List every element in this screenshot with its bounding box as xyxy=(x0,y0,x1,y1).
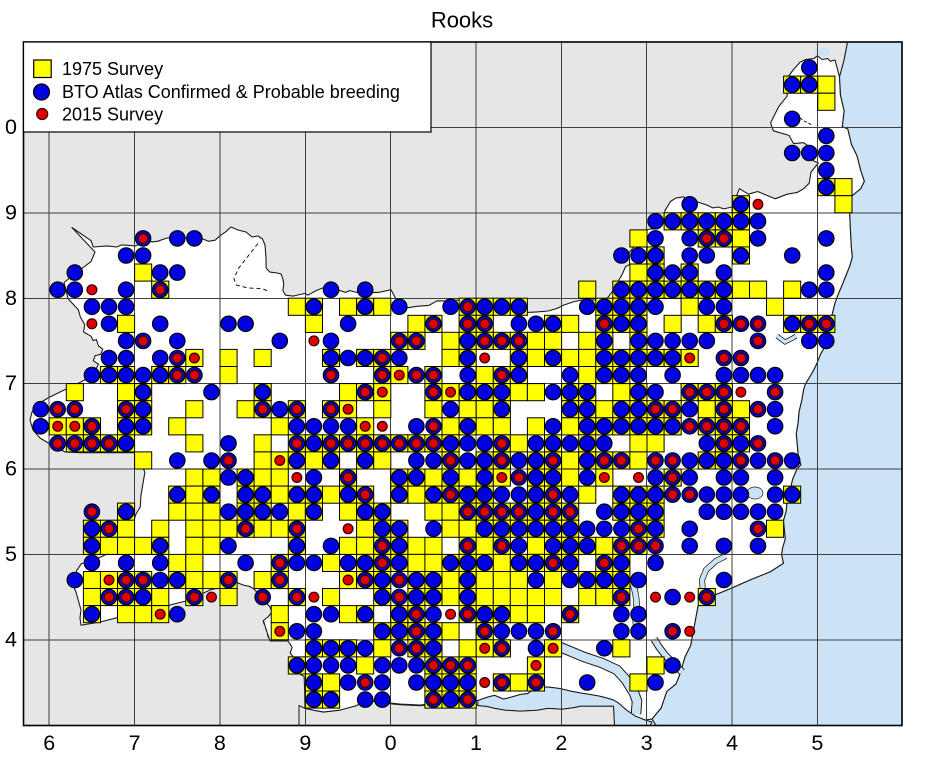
svg-text:5: 5 xyxy=(811,731,823,755)
svg-text:3: 3 xyxy=(641,731,653,755)
svg-text:1: 1 xyxy=(470,731,482,755)
svg-text:0: 0 xyxy=(385,731,397,755)
svg-text:6: 6 xyxy=(5,457,17,481)
svg-text:1975 Survey: 1975 Survey xyxy=(62,59,163,79)
svg-text:4: 4 xyxy=(726,731,738,755)
svg-text:4: 4 xyxy=(5,628,17,652)
svg-text:9: 9 xyxy=(299,731,311,755)
svg-text:0: 0 xyxy=(5,115,17,139)
svg-text:2: 2 xyxy=(555,731,567,755)
svg-text:6: 6 xyxy=(43,731,55,755)
svg-text:7: 7 xyxy=(129,731,141,755)
svg-text:Rooks: Rooks xyxy=(431,8,493,33)
svg-text:2015 Survey: 2015 Survey xyxy=(62,105,163,125)
svg-text:BTO Atlas Confirmed & Probable: BTO Atlas Confirmed & Probable breeding xyxy=(62,82,400,102)
svg-text:8: 8 xyxy=(214,731,226,755)
svg-text:9: 9 xyxy=(5,200,17,224)
svg-text:7: 7 xyxy=(5,371,17,395)
svg-text:8: 8 xyxy=(5,286,17,310)
svg-text:5: 5 xyxy=(5,542,17,566)
